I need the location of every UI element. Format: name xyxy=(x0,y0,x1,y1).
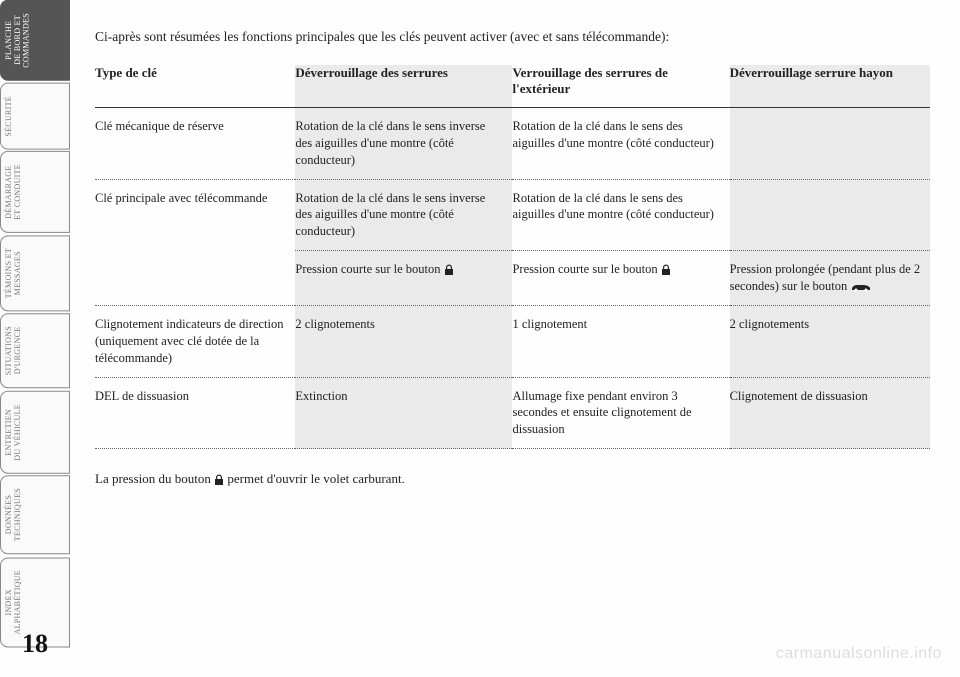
nav-tab-planche[interactable]: PLANCHEDE BORD ETCOMMANDES xyxy=(0,0,70,81)
cell-unlock: Extinction xyxy=(295,377,512,449)
cell-lock: 1 clignotement xyxy=(512,305,729,377)
cell-type: DEL de dissuasion xyxy=(95,377,295,449)
cell-lock: Rotation de la clé dans le sens des aigu… xyxy=(512,179,729,251)
cell-type: Clignotement indicateurs de direction (u… xyxy=(95,305,295,377)
cell-unlock: Rotation de la clé dans le sens inverse … xyxy=(295,107,512,179)
watermark: carmanualsonline.info xyxy=(776,645,942,663)
key-functions-table: Type de clé Déverrouillage des serrures … xyxy=(95,65,930,449)
cell-text: Pression prolongée (pendant plus de 2 se… xyxy=(730,262,921,293)
car-icon xyxy=(850,282,872,292)
cell-lock: Allumage fixe pendant environ 3 secondes… xyxy=(512,377,729,449)
cell-unlock: 2 clignotements xyxy=(295,305,512,377)
nav-tab-entretien[interactable]: ENTRETIENDU VÉHICULE xyxy=(0,391,70,474)
footer-pre: La pression du bouton xyxy=(95,471,214,486)
main-content: Ci-après sont résumées les fonctions pri… xyxy=(95,28,930,487)
sidebar-nav: PLANCHEDE BORD ETCOMMANDES SÉCURITÉ DÉMA… xyxy=(0,0,70,677)
nav-tab-situations[interactable]: SITUATIONSD'URGENCE xyxy=(0,313,70,388)
nav-tab-donnees[interactable]: DONNÉESTECHNIQUES xyxy=(0,475,70,554)
intro-text: Ci-après sont résumées les fonctions pri… xyxy=(95,28,930,47)
table-row: Clé mécanique de réserve Rotation de la … xyxy=(95,107,930,179)
cell-text: Pression courte sur le bouton xyxy=(512,262,660,276)
th-type: Type de clé xyxy=(95,65,295,108)
nav-tab-securite[interactable]: SÉCURITÉ xyxy=(0,83,70,150)
cell-unlock: Rotation de la clé dans le sens inverse … xyxy=(295,179,512,251)
page-number: 18 xyxy=(22,629,48,659)
cell-lock: Pression courte sur le bouton xyxy=(512,251,729,306)
cell-unlock: Pression courte sur le bouton xyxy=(295,251,512,306)
cell-type: Clé mécanique de réserve xyxy=(95,107,295,179)
cell-hayon xyxy=(730,179,930,251)
footer-post: permet d'ouvrir le volet carburant. xyxy=(224,471,405,486)
nav-tab-temoins[interactable]: TÉMOINS ETMESSAGES xyxy=(0,235,70,311)
cell-lock: Rotation de la clé dans le sens des aigu… xyxy=(512,107,729,179)
cell-type: Clé principale avec télécommande xyxy=(95,179,295,305)
cell-hayon: 2 clignotements xyxy=(730,305,930,377)
cell-hayon: Pression prolongée (pendant plus de 2 se… xyxy=(730,251,930,306)
nav-tab-demarrage[interactable]: DÉMARRAGEET CONDUITE xyxy=(0,151,70,233)
cell-text: Pression courte sur le bouton xyxy=(295,262,443,276)
cell-hayon: Clignotement de dissuasion xyxy=(730,377,930,449)
lock-icon xyxy=(214,474,224,486)
cell-hayon xyxy=(730,107,930,179)
lock-icon xyxy=(444,264,454,276)
footer-note: La pression du bouton permet d'ouvrir le… xyxy=(95,471,930,487)
th-verrouillage: Verrouillage des serrures de l'extérieur xyxy=(512,65,729,108)
th-hayon: Déverrouillage serrure hayon xyxy=(730,65,930,108)
th-deverrouillage: Déverrouillage des serrures xyxy=(295,65,512,108)
table-row: DEL de dissuasion Extinction Allumage fi… xyxy=(95,377,930,449)
lock-icon xyxy=(661,264,671,276)
table-row: Clé principale avec télécommande Rotatio… xyxy=(95,179,930,251)
table-row: Clignotement indicateurs de direction (u… xyxy=(95,305,930,377)
